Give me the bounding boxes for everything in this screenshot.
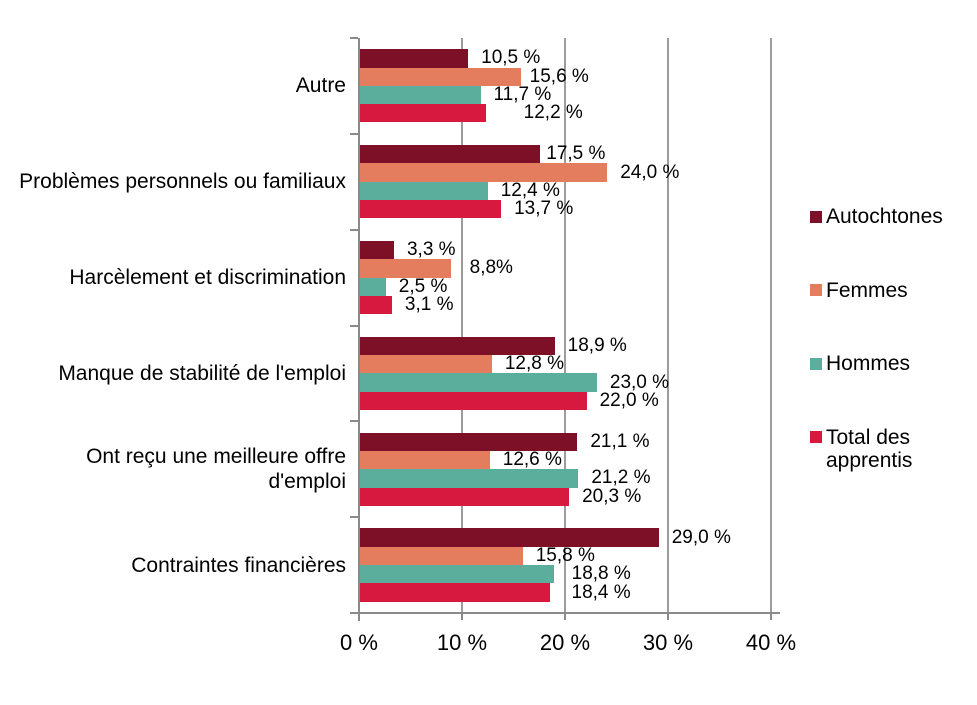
category-label-autre: Autre <box>295 74 346 98</box>
y-axis-tick <box>350 324 358 327</box>
y-axis-tick <box>350 37 358 39</box>
legend-label-autochtones: Autochtones <box>826 205 943 228</box>
y-axis-line <box>358 38 360 621</box>
legend-swatch-total-des-apprentis <box>810 431 822 443</box>
bar-femmes <box>360 67 521 86</box>
value-label: 18,8 % <box>571 563 631 585</box>
value-label: 12,6 % <box>502 449 562 471</box>
bar-femmes <box>360 163 608 182</box>
bar-autochtones <box>360 336 555 356</box>
bar-hommes <box>360 85 481 105</box>
value-label: 21,2 % <box>591 467 651 489</box>
y-axis-tick <box>350 612 358 614</box>
category-label-problemes-personnels-ou-familiaux: Problèmes personnels ou familiaux <box>19 170 346 194</box>
bar-hommes <box>360 277 386 296</box>
value-label: 11,7 % <box>493 84 552 106</box>
value-label: 12,8 % <box>504 353 564 375</box>
value-label: 22,0 % <box>599 389 659 411</box>
value-label: 2,5 % <box>398 275 448 297</box>
gridline <box>667 38 669 613</box>
bar-femmes <box>360 546 523 566</box>
legend-swatch-autochtones <box>810 210 822 223</box>
value-label: 3,3 % <box>406 239 456 261</box>
bar-autochtones <box>360 49 469 68</box>
bar-autochtones <box>360 240 394 260</box>
x-axis-tick <box>564 613 566 620</box>
bar-femmes <box>360 355 492 374</box>
value-label: 3,1 % <box>404 294 454 316</box>
bar-total-des-apprentis <box>360 295 392 315</box>
legend-label-femmes: Femmes <box>826 278 908 302</box>
value-label: 17,5 % <box>546 143 606 165</box>
value-label: 10,5 % <box>481 47 541 69</box>
bar-hommes <box>360 181 488 201</box>
bar-total-des-apprentis <box>360 200 502 219</box>
bar-autochtones <box>360 528 659 547</box>
legend-swatch-femmes <box>810 284 822 296</box>
x-axis-tick-label: 30 % <box>642 630 694 655</box>
category-label-contraintes-financieres: Contraintes financières <box>131 553 346 577</box>
value-label: 21,1 % <box>590 430 650 452</box>
value-label: 12,4 % <box>500 179 560 201</box>
category-label-ont-recu-une-meilleure-offre: Ont reçu une meilleure offre d'emploi <box>86 445 346 494</box>
bar-hommes <box>360 469 579 488</box>
value-label: 15,6 % <box>529 65 589 87</box>
value-label: 29,0 % <box>671 526 731 548</box>
bar-total-des-apprentis <box>360 391 587 410</box>
y-axis-tick <box>350 420 358 423</box>
y-axis-tick <box>350 132 358 135</box>
bar-hommes <box>360 373 597 392</box>
value-label: 8,8% <box>469 257 513 279</box>
value-label: 18,9 % <box>567 334 627 356</box>
bar-autochtones <box>360 432 578 451</box>
bar-total-des-apprentis <box>360 583 550 602</box>
bar-autochtones <box>360 145 541 164</box>
value-label: 24,0 % <box>620 161 680 183</box>
value-label: 20,3 % <box>582 485 642 507</box>
legend-label-total-des-apprentis: Total des apprentis <box>826 425 913 472</box>
legend-label-hommes: Hommes <box>826 352 911 375</box>
x-axis-tick-label: 40 % <box>745 630 797 655</box>
bar-femmes <box>360 259 451 278</box>
value-label: 23,0 % <box>609 371 670 393</box>
x-axis-tick <box>358 613 360 620</box>
value-label: 13,7 % <box>514 198 574 220</box>
value-label: 18,4 % <box>571 581 631 603</box>
y-axis-tick <box>350 228 358 231</box>
value-label: 15,8 % <box>535 544 595 566</box>
x-axis-tick <box>461 613 463 620</box>
x-axis-tick <box>770 613 772 620</box>
bar-total-des-apprentis <box>360 487 570 506</box>
category-label-manque-de-stabilite-de-l-emploi: Manque de stabilité de l'emploi <box>58 361 346 385</box>
gridline <box>461 38 463 613</box>
x-axis-tick <box>667 613 669 620</box>
x-axis-tick-label: 0 % <box>340 630 378 655</box>
bar-femmes <box>360 450 490 470</box>
x-axis-tick-label: 10 % <box>436 630 488 655</box>
gridline <box>770 38 772 613</box>
gridline <box>564 38 566 613</box>
bar-hommes <box>360 565 554 584</box>
category-label-harcelement-et-discrimination: Harcèlement et discrimination <box>69 266 346 290</box>
bar-total-des-apprentis <box>360 104 486 123</box>
y-axis-tick <box>350 516 358 519</box>
x-axis-tick-label: 20 % <box>539 630 591 655</box>
legend-swatch-hommes <box>810 357 822 370</box>
value-label: 12,2 % <box>523 102 583 124</box>
